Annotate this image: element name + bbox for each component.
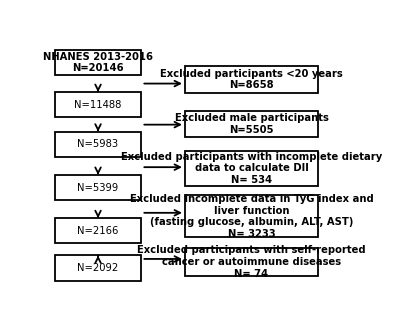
FancyBboxPatch shape bbox=[185, 151, 318, 186]
Text: Excluded participants with incomplete dietary
data to calculate DII
N= 534: Excluded participants with incomplete di… bbox=[121, 152, 382, 185]
Text: Excluded incomplete data in TyG index and
liver function
(fasting glucose, album: Excluded incomplete data in TyG index an… bbox=[130, 194, 373, 239]
Text: Excluded male participants
N=5505: Excluded male participants N=5505 bbox=[174, 113, 328, 135]
Text: Excluded participants <20 years
N=8658: Excluded participants <20 years N=8658 bbox=[160, 69, 343, 90]
FancyBboxPatch shape bbox=[185, 66, 318, 93]
Text: N=5983: N=5983 bbox=[78, 139, 119, 149]
FancyBboxPatch shape bbox=[55, 175, 142, 200]
FancyBboxPatch shape bbox=[55, 132, 142, 157]
Text: NHANES 2013-2016
N=20146: NHANES 2013-2016 N=20146 bbox=[43, 52, 153, 73]
Text: N=2092: N=2092 bbox=[78, 263, 119, 273]
Text: N=5399: N=5399 bbox=[78, 183, 119, 193]
FancyBboxPatch shape bbox=[185, 111, 318, 137]
Text: N=2166: N=2166 bbox=[77, 226, 119, 236]
FancyBboxPatch shape bbox=[55, 92, 142, 117]
FancyBboxPatch shape bbox=[55, 218, 142, 243]
Text: Excluded participants with self-reported
cancer or autoimmune diseases
N= 74: Excluded participants with self-reported… bbox=[137, 246, 366, 279]
FancyBboxPatch shape bbox=[185, 195, 318, 237]
FancyBboxPatch shape bbox=[55, 50, 142, 75]
Text: N=11488: N=11488 bbox=[74, 100, 122, 110]
FancyBboxPatch shape bbox=[55, 256, 142, 281]
FancyBboxPatch shape bbox=[185, 248, 318, 276]
